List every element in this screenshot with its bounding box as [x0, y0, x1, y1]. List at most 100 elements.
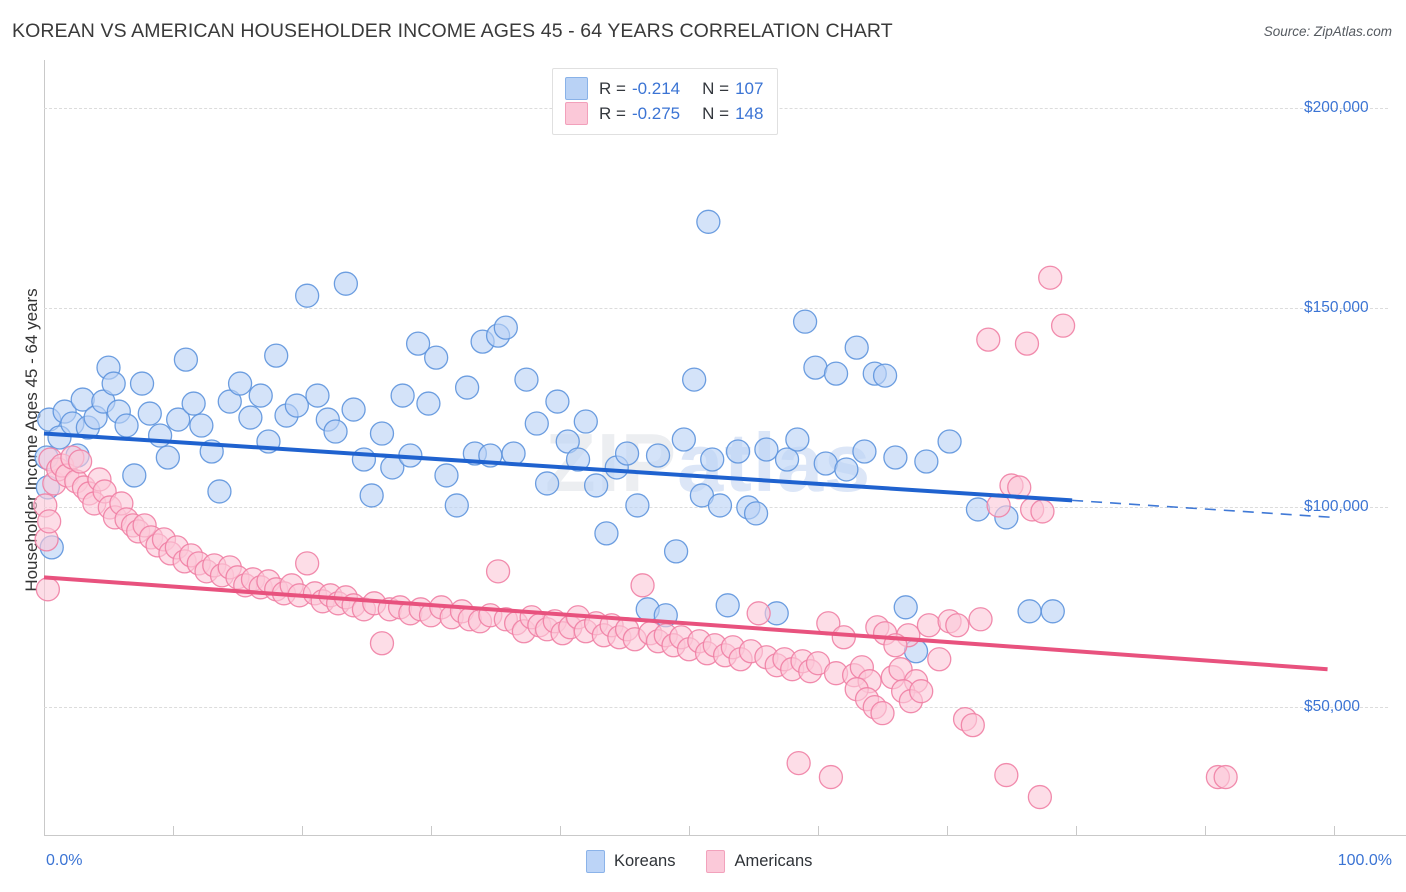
scatter-point: [945, 613, 970, 638]
scatter-point: [35, 577, 61, 602]
scatter-point: [37, 509, 62, 534]
r-value-americans: -0.275: [631, 103, 681, 123]
scatter-point: [238, 405, 263, 430]
x-tick-mark: [1205, 826, 1206, 836]
scatter-point: [976, 327, 1001, 352]
legend-swatch-koreans: [565, 77, 588, 100]
series-label-americans: Americans: [734, 852, 813, 870]
scatter-point: [994, 762, 1019, 788]
scatter-point: [189, 413, 214, 438]
x-tick-mark: [689, 826, 690, 836]
scatter-point: [614, 441, 640, 466]
scatter-point: [217, 389, 242, 414]
scatter-point: [454, 375, 480, 400]
scatter-point: [101, 371, 126, 396]
x-axis-min-label: 0.0%: [46, 852, 83, 869]
scatter-point: [937, 429, 962, 454]
x-tick-mark: [560, 826, 561, 836]
x-tick-mark: [1076, 826, 1077, 836]
r-value-koreans: -0.214: [631, 78, 681, 98]
scatter-point: [813, 451, 838, 476]
scatter-point: [1213, 764, 1238, 790]
series-label-koreans: Koreans: [614, 852, 676, 870]
scatter-point: [207, 479, 232, 504]
series-chip-koreans: [586, 850, 605, 873]
x-axis-line: [44, 835, 1406, 836]
scatter-point: [1050, 313, 1076, 338]
scatter-point: [1027, 784, 1053, 810]
scatter-point: [594, 521, 619, 546]
scatter-point: [227, 371, 253, 396]
scatter-point: [823, 361, 849, 386]
series-legend-item-americans[interactable]: Americans: [706, 850, 812, 873]
x-tick-mark: [431, 826, 432, 836]
stats-row-koreans: R = -0.214 N = 107: [565, 76, 763, 101]
gridline: [44, 707, 1388, 709]
trendline-americans: [43, 575, 1328, 672]
scatter-point: [341, 397, 366, 422]
scatter-point: [155, 445, 180, 470]
scatter-point: [803, 355, 828, 380]
n-value-koreans: 107: [735, 78, 764, 98]
scatter-point: [883, 445, 908, 470]
y-tick-label: $200,000: [1304, 98, 1369, 116]
scatter-point: [743, 501, 769, 526]
scatter-point: [960, 712, 985, 738]
series-points-koreans: [34, 209, 1065, 664]
scatter-point: [323, 419, 348, 444]
stats-row-americans: R = -0.275 N = 148: [565, 101, 763, 126]
scatter-point: [305, 383, 330, 408]
trendline-koreans: [43, 431, 1073, 503]
scatter-point: [671, 427, 696, 452]
scatter-point: [555, 429, 580, 454]
scatter-point: [834, 457, 859, 482]
scatter-point: [625, 493, 650, 518]
scatter-point: [893, 595, 918, 620]
series-points-americans: [33, 265, 1238, 810]
scatter-point: [166, 407, 191, 432]
series-legend-item-koreans[interactable]: Koreans: [586, 850, 675, 873]
scatter-point: [485, 559, 511, 584]
scatter-point: [359, 483, 384, 508]
scatter-point: [493, 315, 518, 340]
y-tick-label: $150,000: [1304, 298, 1369, 316]
scatter-point: [968, 607, 993, 632]
scatter-point: [630, 573, 655, 598]
scatter-point: [1014, 331, 1040, 356]
scatter-point: [248, 383, 273, 408]
scatter-point: [916, 613, 942, 638]
scatter-point: [284, 393, 309, 418]
trendline-projection-koreans: [1072, 499, 1335, 519]
scatter-point: [434, 463, 459, 488]
scatter-point: [129, 371, 155, 396]
scatter-point: [295, 283, 320, 308]
x-tick-mark: [44, 826, 45, 836]
y-tick-label: $100,000: [1304, 498, 1369, 516]
scatter-point: [774, 447, 800, 472]
legend-swatch-americans: [565, 102, 588, 125]
n-value-americans: 148: [735, 103, 764, 123]
scatter-point: [122, 463, 147, 488]
scatter-point: [818, 764, 844, 790]
y-tick-label: $50,000: [1304, 698, 1361, 716]
scatter-point: [405, 331, 431, 356]
scatter-point: [707, 493, 733, 518]
scatter-point: [1038, 265, 1063, 290]
scatter-point: [444, 493, 469, 518]
scatter-point: [351, 447, 377, 472]
scatter-point: [746, 601, 771, 626]
scatter-point: [785, 427, 810, 452]
scatter-point: [1040, 599, 1065, 624]
scatter-point: [369, 631, 395, 656]
scatter-point: [682, 367, 707, 392]
scatter-point: [264, 343, 289, 368]
scatter-point: [844, 335, 869, 360]
scatter-point: [786, 750, 811, 776]
x-tick-mark: [173, 826, 174, 836]
scatter-point: [524, 411, 549, 436]
scatter-point: [725, 439, 751, 464]
scatter-point: [416, 391, 441, 416]
scatter-point: [67, 449, 93, 474]
scatter-point: [565, 447, 591, 472]
